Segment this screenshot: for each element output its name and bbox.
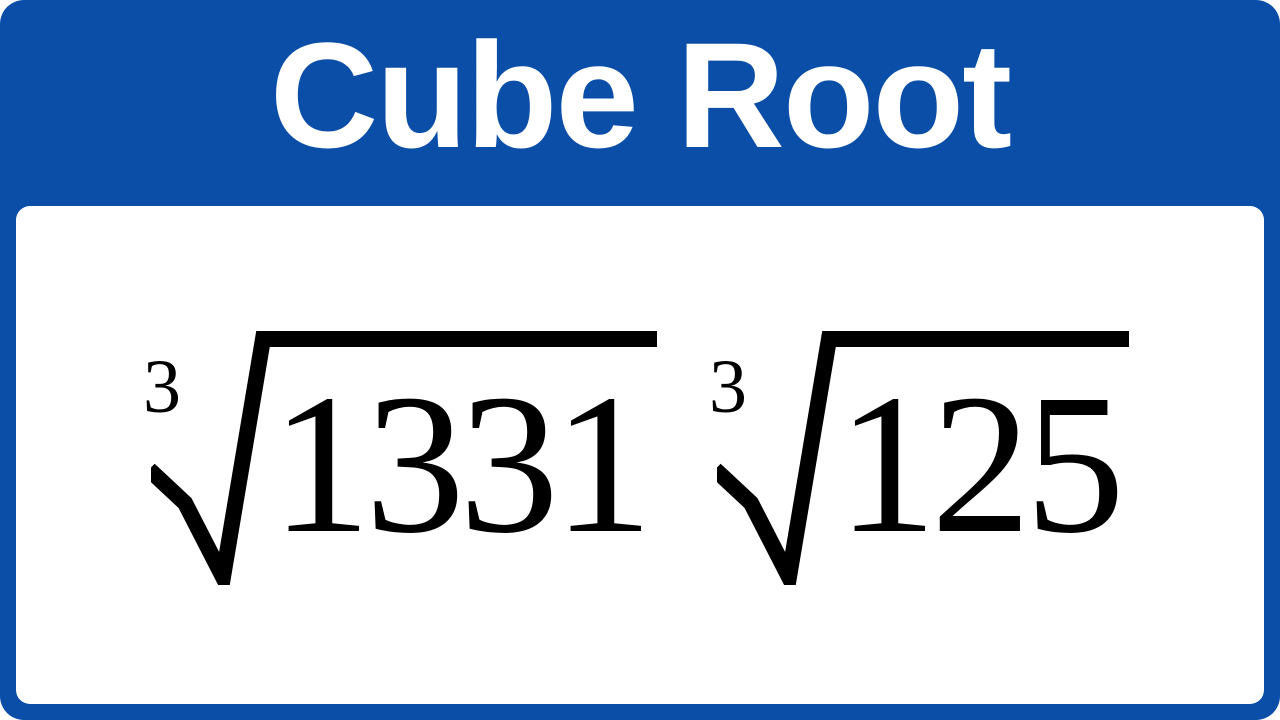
vinculum-2	[837, 331, 1129, 347]
radicand-2: 125	[837, 325, 1129, 565]
radicand-wrap-1: 1331	[271, 325, 657, 565]
expression-2: 3 125	[717, 325, 1129, 585]
radicand-1: 1331	[271, 325, 657, 565]
radicand-wrap-2: 125	[837, 325, 1129, 565]
slide-card: Cube Root 3 1331 3 125	[0, 0, 1280, 720]
header-bar: Cube Root	[0, 0, 1280, 190]
expression-1: 3 1331	[151, 325, 657, 585]
root-index-1: 3	[143, 349, 181, 425]
page-title: Cube Root	[270, 9, 1010, 182]
content-panel: 3 1331 3 125	[16, 206, 1264, 704]
vinculum-1	[271, 331, 657, 347]
root-index-2: 3	[709, 349, 747, 425]
